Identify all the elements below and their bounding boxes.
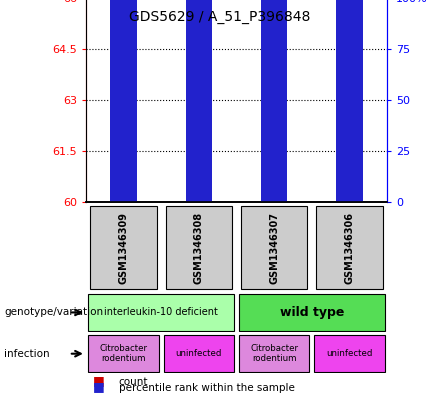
Text: GSM1346308: GSM1346308 <box>194 211 204 284</box>
Bar <box>90 206 157 289</box>
Text: GSM1346306: GSM1346306 <box>345 211 355 284</box>
Text: GSM1346309: GSM1346309 <box>118 211 128 284</box>
Text: uninfected: uninfected <box>176 349 222 358</box>
Bar <box>239 335 309 372</box>
Text: wild type: wild type <box>280 306 344 319</box>
Bar <box>239 294 385 331</box>
Bar <box>110 152 137 202</box>
Bar <box>316 206 383 289</box>
Bar <box>186 162 212 202</box>
Bar <box>164 335 234 372</box>
Text: ■: ■ <box>92 380 104 393</box>
Text: infection: infection <box>4 349 50 359</box>
Bar <box>186 0 212 202</box>
Bar <box>88 294 234 331</box>
Text: Citrobacter
rodentium: Citrobacter rodentium <box>250 344 298 364</box>
Text: genotype/variation: genotype/variation <box>4 307 103 318</box>
Bar <box>336 0 363 202</box>
Bar <box>261 90 287 202</box>
Text: GSM1346307: GSM1346307 <box>269 211 279 284</box>
Text: Citrobacter
rodentium: Citrobacter rodentium <box>99 344 147 364</box>
Text: ■: ■ <box>92 374 104 387</box>
Bar <box>110 0 137 202</box>
Text: interleukin-10 deficient: interleukin-10 deficient <box>104 307 218 318</box>
Bar <box>314 335 385 372</box>
Text: percentile rank within the sample: percentile rank within the sample <box>119 383 295 393</box>
Bar <box>88 335 159 372</box>
Text: uninfected: uninfected <box>326 349 373 358</box>
Bar <box>261 0 287 202</box>
Bar <box>241 206 307 289</box>
Bar <box>166 206 232 289</box>
Text: count: count <box>119 377 148 387</box>
Text: GDS5629 / A_51_P396848: GDS5629 / A_51_P396848 <box>129 10 311 24</box>
Bar <box>336 25 363 202</box>
